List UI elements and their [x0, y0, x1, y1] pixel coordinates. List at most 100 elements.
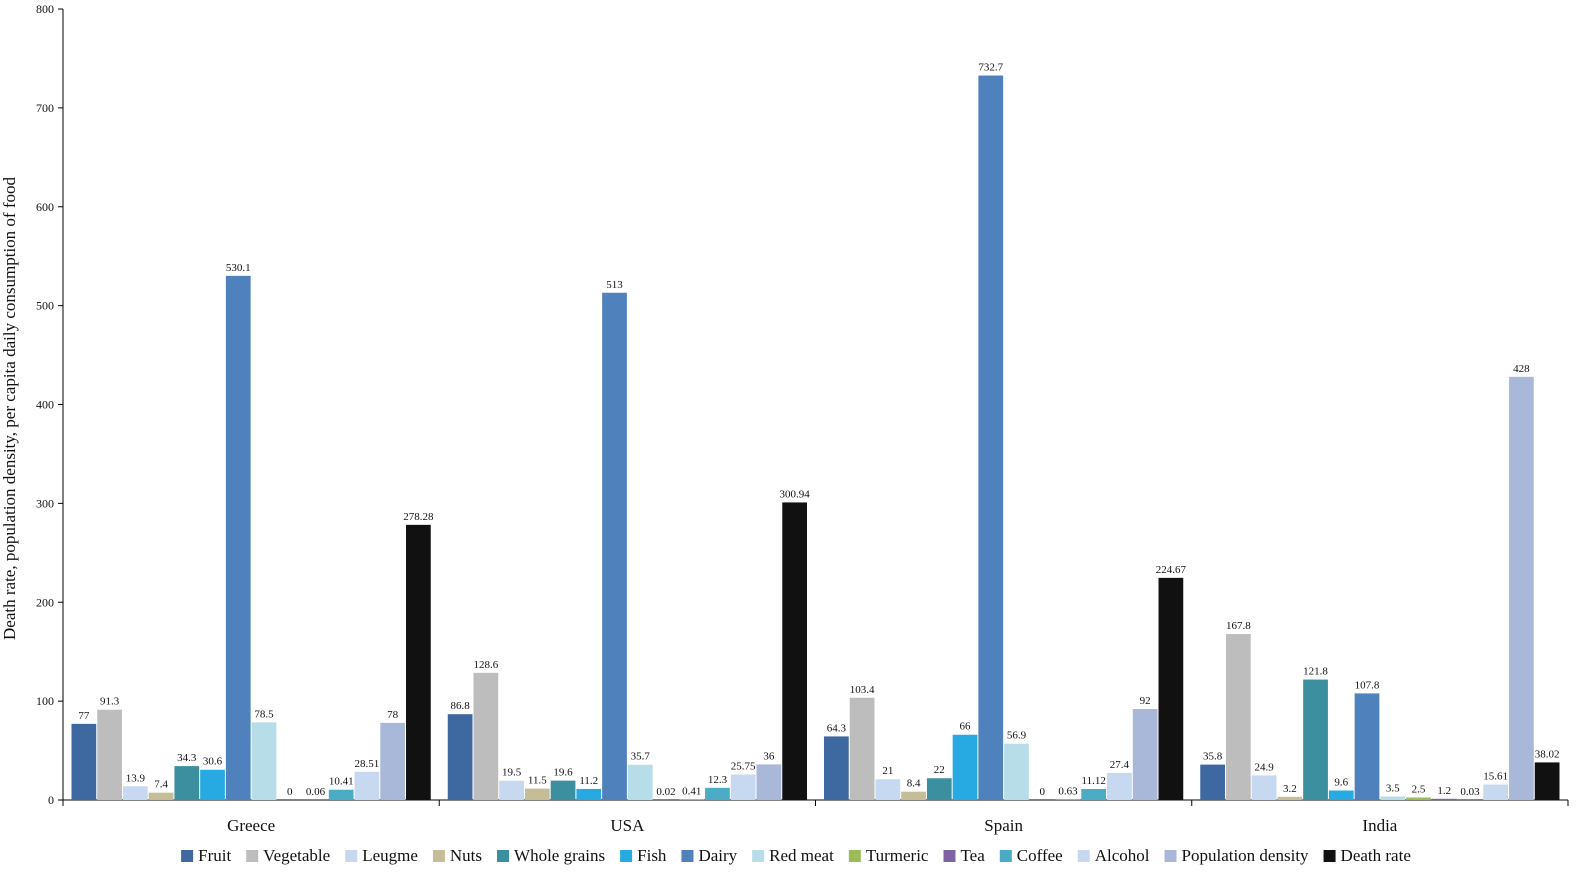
bar-value-label: 1.2: [1437, 785, 1451, 797]
bar: [200, 769, 225, 800]
legend-swatch: [681, 850, 694, 862]
y-tick-label: 600: [36, 200, 54, 214]
bar-value-label: 77: [78, 710, 90, 722]
bar-value-label: 3.5: [1386, 783, 1400, 795]
legend-label: Coffee: [1017, 846, 1063, 865]
y-tick-label: 500: [36, 299, 54, 313]
y-tick-label: 200: [36, 595, 54, 609]
bar: [1200, 764, 1225, 800]
bar-value-label: 92: [1140, 695, 1151, 707]
bar-value-label: 2.5: [1412, 784, 1426, 796]
category-label: Spain: [984, 816, 1023, 835]
bar-value-label: 300.94: [780, 488, 811, 500]
category-label: India: [1362, 816, 1397, 835]
bar: [875, 779, 901, 800]
legend-swatch: [999, 850, 1012, 862]
bar-value-label: 0.63: [1058, 785, 1078, 797]
bar: [524, 788, 550, 800]
bar: [251, 722, 277, 800]
bar: [122, 786, 148, 800]
bar-value-label: 13.9: [126, 772, 146, 784]
legend-swatch: [752, 850, 765, 862]
bar-value-label: 27.4: [1110, 759, 1130, 771]
bar: [627, 764, 653, 800]
bar: [1277, 796, 1303, 800]
y-tick-label: 0: [48, 793, 54, 807]
bar: [1081, 789, 1107, 800]
bar-value-label: 9.6: [1334, 777, 1348, 789]
bar: [550, 780, 576, 800]
bar-value-label: 121.8: [1303, 666, 1328, 678]
bar: [730, 774, 756, 800]
bar-value-label: 91.3: [100, 696, 120, 708]
bar-value-label: 15.61: [1483, 771, 1508, 783]
y-tick-label: 400: [36, 398, 54, 412]
bar: [926, 778, 952, 800]
bar-value-label: 66: [960, 721, 972, 733]
bar: [1158, 577, 1184, 800]
bar: [406, 524, 431, 800]
legend-swatch: [246, 850, 259, 862]
bar: [97, 709, 122, 800]
y-tick-label: 300: [36, 496, 54, 510]
bar-value-label: 530.1: [226, 262, 251, 274]
y-tick-label: 100: [36, 694, 54, 708]
bar-value-label: 22: [934, 764, 945, 776]
bar: [71, 723, 97, 800]
legend-swatch: [345, 850, 358, 862]
y-tick-label: 800: [36, 2, 54, 16]
bar-value-label: 107.8: [1355, 679, 1380, 691]
bar: [824, 736, 849, 800]
bar-value-label: 0: [1039, 786, 1045, 798]
bar: [978, 75, 1004, 801]
bar-value-label: 0.03: [1460, 786, 1480, 798]
legend-label: Whole grains: [514, 846, 605, 865]
bar-value-label: 128.6: [473, 659, 498, 671]
legend-swatch: [1077, 850, 1090, 862]
bar-value-label: 428: [1513, 363, 1530, 375]
legend-swatch: [497, 850, 510, 862]
bar-value-label: 513: [606, 279, 623, 291]
bar-value-label: 167.8: [1226, 620, 1251, 632]
bar: [174, 766, 200, 800]
bar-value-label: 103.4: [850, 684, 875, 696]
legend-label: Nuts: [450, 846, 482, 865]
y-axis-label: Death rate, population density, per capi…: [0, 177, 19, 640]
bar-value-label: 30.6: [203, 756, 223, 768]
bar: [1328, 790, 1354, 800]
bar: [849, 697, 875, 800]
legend-label: Dairy: [698, 846, 737, 865]
bar-value-label: 11.12: [1082, 775, 1106, 787]
legend-swatch: [181, 850, 194, 862]
bar-value-label: 36: [763, 750, 775, 762]
bar: [1107, 772, 1132, 800]
bar-value-label: 34.3: [177, 752, 197, 764]
bar-value-label: 78.5: [254, 708, 274, 720]
bar: [1004, 743, 1029, 800]
legend-swatch: [848, 850, 861, 862]
bar-value-label: 28.51: [355, 758, 380, 770]
category-label: Greece: [227, 816, 275, 835]
bar-value-label: 8.4: [907, 778, 921, 790]
bar: [447, 714, 473, 800]
legend-swatch: [432, 850, 445, 862]
bar: [354, 771, 380, 800]
legend-swatch: [620, 850, 633, 862]
bar-value-label: 19.6: [553, 767, 573, 779]
bar-value-label: 11.2: [579, 775, 598, 787]
bar: [380, 722, 406, 800]
legend-label: Turmeric: [866, 846, 929, 865]
bar-value-label: 35.8: [1203, 751, 1223, 763]
legend-label: Fish: [637, 846, 667, 865]
bar: [1534, 762, 1560, 800]
bar-value-label: 7.4: [154, 779, 168, 791]
bar-value-label: 224.67: [1156, 564, 1187, 576]
bar: [1251, 775, 1277, 800]
bar-value-label: 0.06: [306, 786, 326, 798]
legend-label: Alcohol: [1095, 846, 1150, 865]
legend-label: Tea: [960, 846, 985, 865]
bar-value-label: 12.3: [708, 774, 728, 786]
bar-value-label: 19.5: [502, 767, 522, 779]
bar: [328, 789, 354, 800]
legend-swatch: [1164, 850, 1177, 862]
